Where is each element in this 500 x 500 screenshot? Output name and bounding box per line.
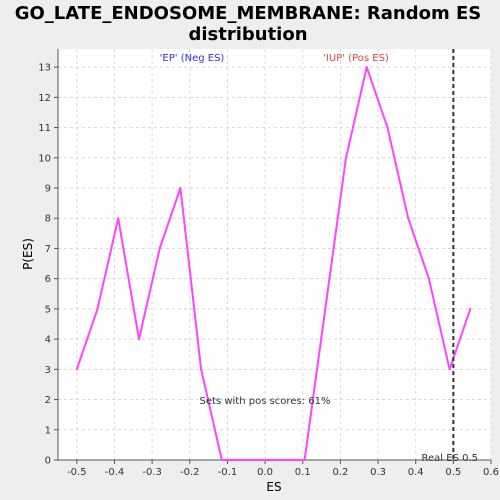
data-point [96, 307, 99, 310]
y-tick-label: 12 [38, 93, 51, 104]
data-point [282, 459, 285, 461]
data-point [427, 277, 430, 280]
y-tick-label: 10 [38, 153, 51, 164]
data-point [386, 126, 389, 129]
y-tick-label: 9 [45, 184, 51, 195]
x-tick-label: 0.6 [483, 467, 499, 478]
x-axis-label: ES [266, 480, 281, 494]
y-tick-label: 0 [45, 456, 51, 467]
x-tick-label: -0.2 [180, 467, 200, 478]
data-point [448, 368, 451, 371]
pos-es-label: 'IUP' (Pos ES) [323, 53, 389, 64]
x-tick-label: -0.4 [105, 467, 125, 478]
y-tick-label: 11 [38, 123, 51, 134]
real-es-label: Real ES 0.5 [422, 453, 478, 464]
x-tick-label: 0.4 [408, 467, 424, 478]
data-point [200, 368, 203, 371]
data-point [75, 368, 78, 371]
x-tick-label: -0.5 [67, 467, 87, 478]
chart-title-line2: distribution [188, 24, 307, 45]
chart-title-line1: GO_LATE_ENDOSOME_MEMBRANE: Random ES [15, 3, 482, 24]
data-point [324, 307, 327, 310]
y-axis-label: P(ES) [21, 238, 35, 270]
data-point [345, 156, 348, 159]
data-point [407, 217, 410, 220]
data-point [220, 459, 223, 461]
data-point [469, 307, 472, 310]
data-point [158, 247, 161, 250]
y-tick-label: 5 [45, 304, 51, 315]
data-point [179, 187, 182, 190]
y-tick-label: 7 [45, 244, 51, 255]
ticks: -0.5 -0.4 -0.3 -0.2 -0.1 0.0 0.1 0.2 0.3 0.4 0.5 0.… [38, 63, 499, 478]
x-tick-label: 0.2 [332, 467, 348, 478]
data-point [241, 459, 244, 461]
data-point [365, 66, 368, 69]
x-tick-label: -0.3 [142, 467, 162, 478]
neg-es-label: 'EP' (Neg ES) [160, 53, 225, 64]
x-tick-label: 0.1 [295, 467, 311, 478]
x-tick-label: 0.5 [445, 467, 461, 478]
plot-area [58, 49, 491, 460]
y-tick-label: 4 [45, 335, 51, 346]
y-tick-label: 1 [45, 425, 51, 436]
series-line [75, 66, 472, 461]
x-tick-label: 0.0 [257, 467, 273, 478]
data-point [117, 217, 120, 220]
y-tick-label: 2 [45, 395, 51, 406]
data-point [303, 459, 306, 461]
x-tick-label: -0.1 [218, 467, 238, 478]
x-tick-label: 0.3 [370, 467, 386, 478]
data-point [137, 338, 140, 341]
series-layer [75, 66, 472, 461]
data-point [262, 459, 265, 461]
y-tick-label: 3 [45, 365, 51, 376]
pos-scores-text: Sets with pos scores: 61% [200, 396, 331, 407]
y-tick-label: 13 [38, 63, 51, 74]
y-tick-label: 8 [45, 214, 51, 225]
y-tick-label: 6 [45, 274, 51, 285]
